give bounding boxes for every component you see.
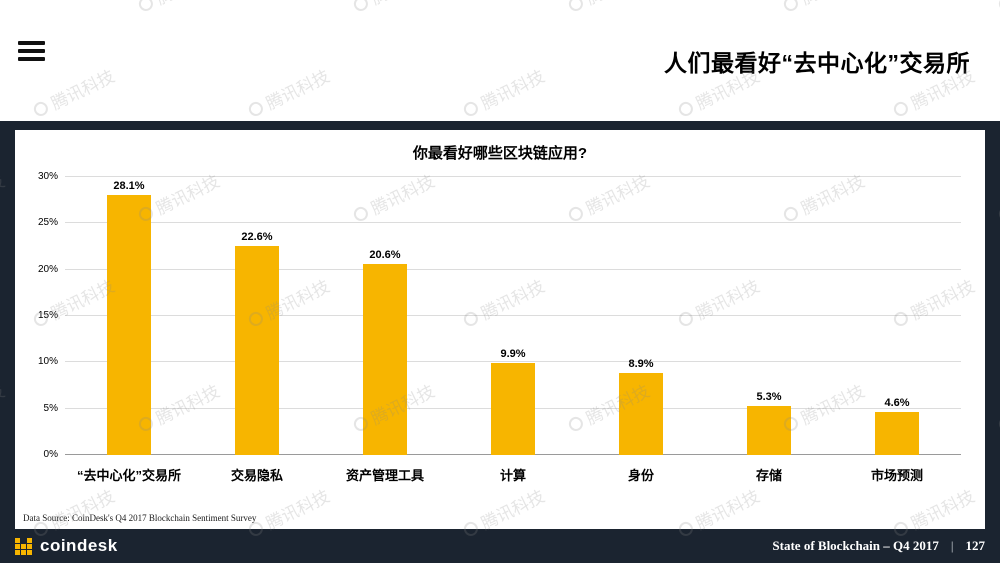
y-tick-label: 25% <box>37 217 58 229</box>
x-axis-label: 身份 <box>627 468 654 483</box>
report-title: State of Blockchain – Q4 2017 <box>772 538 939 553</box>
y-tick-label: 20% <box>37 263 58 275</box>
menu-bar <box>18 57 45 61</box>
bar <box>747 405 791 455</box>
bar-value-label: 28.1% <box>113 179 145 192</box>
chart-plot: 28.1% 22.6% 20.6% 9.9% 8.9% 5.3% 4.6% <box>65 176 961 455</box>
bar-column: 22.6% <box>193 177 321 455</box>
coindesk-icon <box>15 537 32 555</box>
x-axis-label: 交易隐私 <box>230 468 283 483</box>
bar-value-label: 5.3% <box>756 390 782 403</box>
data-source: Data Source: CoinDesk's Q4 2017 Blockcha… <box>23 513 257 523</box>
brand-name: coindesk <box>40 536 118 555</box>
y-tick-label: 30% <box>37 171 58 182</box>
gridline <box>65 222 961 224</box>
gridline <box>65 361 961 363</box>
footer-bar: coindesk State of Blockchain – Q4 2017 |… <box>15 529 985 563</box>
chart-title: 你最看好哪些区块链应用? <box>412 145 588 162</box>
bar-column: 20.6% <box>321 177 449 455</box>
header: 人们最看好“去中心化”交易所 <box>0 0 1000 121</box>
x-axis-label: 市场预测 <box>870 468 923 483</box>
bar <box>363 264 407 455</box>
footer-meta: State of Blockchain – Q4 2017 | 127 <box>772 538 985 554</box>
y-tick-label: 5% <box>43 402 58 414</box>
x-axis-label: “去中心化”交易所 <box>76 468 181 483</box>
gridline <box>65 315 961 316</box>
gridline <box>65 176 961 177</box>
bar-column: 5.3% <box>705 177 833 455</box>
bar-column: 8.9% <box>577 177 705 455</box>
menu-button[interactable] <box>18 41 45 65</box>
bar <box>235 245 279 455</box>
bar <box>619 372 663 455</box>
x-axis-label: 存储 <box>755 468 782 483</box>
bar <box>491 363 535 455</box>
bar-column: 4.6% <box>833 177 961 455</box>
bar <box>107 194 151 455</box>
page-title: 人们最看好“去中心化”交易所 <box>664 49 970 76</box>
gridline <box>65 268 961 270</box>
page-number: 127 <box>965 538 986 553</box>
x-axis-label: 资产管理工具 <box>345 468 424 483</box>
bar-column: 9.9% <box>449 177 577 455</box>
bar-value-label: 9.9% <box>500 348 526 361</box>
bar-value-label: 8.9% <box>628 357 654 370</box>
menu-bar <box>18 41 45 45</box>
y-axis: 0% 5% 10% 15% 20% 25% 30% <box>25 172 65 460</box>
coindesk-logo: coindesk <box>15 536 118 556</box>
footer-separator: | <box>950 538 954 553</box>
y-tick-label: 10% <box>37 356 58 368</box>
menu-bar <box>18 49 45 53</box>
x-axis-label: 计算 <box>499 468 526 483</box>
bars-container: 28.1% 22.6% 20.6% 9.9% 8.9% 5.3% 4.6% <box>65 177 961 455</box>
bar-value-label: 4.6% <box>884 397 910 410</box>
chart-card: 你最看好哪些区块链应用? 0% 5% 10% 15% 20% 25% 30% 28.1% 22… <box>15 130 985 529</box>
bar-value-label: 22.6% <box>241 230 273 243</box>
bar <box>875 412 919 455</box>
main-area: 你最看好哪些区块链应用? 0% 5% 10% 15% 20% 25% 30% 28.1% 22… <box>0 121 1000 563</box>
bar-column: 28.1% <box>65 177 193 455</box>
y-tick-label: 0% <box>43 449 58 460</box>
x-axis-labels: “去中心化”交易所 交易隐私 资产管理工具 计算 身份 存储 市场预测 <box>65 465 961 484</box>
bar-chart: 0% 5% 10% 15% 20% 25% 30% 28.1% 22.6% 20.6% 9.9% 8… <box>25 172 961 460</box>
y-tick-label: 15% <box>37 310 58 321</box>
bar-value-label: 20.6% <box>369 249 401 262</box>
